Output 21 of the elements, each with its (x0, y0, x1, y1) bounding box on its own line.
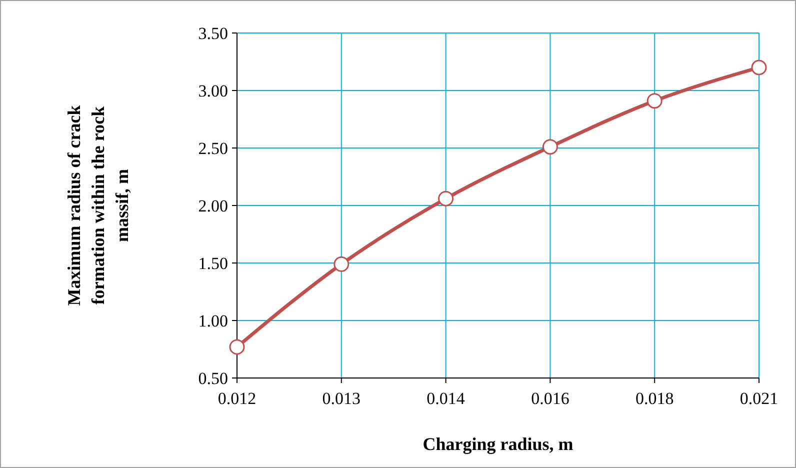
y-tick-label: 1.00 (198, 311, 228, 330)
y-tick-label: 2.50 (198, 138, 228, 158)
x-tick-label: 0.018 (635, 389, 674, 408)
x-tick-label: 0.016 (531, 389, 570, 408)
point (542, 139, 558, 155)
y-tick-label: 3.50 (198, 24, 228, 43)
y-tick-label: 1.50 (198, 254, 228, 273)
x-tick-label: 0.013 (322, 389, 361, 408)
point (751, 60, 767, 76)
y-tick-label: 2.00 (198, 196, 228, 216)
point (438, 190, 454, 206)
y-axis-title: Maximum radius of crack formation within the rock massif, m (64, 105, 132, 306)
point (646, 93, 662, 109)
x-tick-label: 0.021 (740, 389, 778, 408)
y-tick-label: 3.00 (198, 81, 228, 100)
x-tick-label: 0.014 (426, 389, 466, 408)
point (334, 256, 350, 272)
x-tick-label: 0.012 (218, 389, 256, 408)
x-axis-title: Charging radius, m (422, 434, 574, 454)
point (229, 339, 245, 355)
y-tick-label: 0.50 (198, 368, 228, 388)
